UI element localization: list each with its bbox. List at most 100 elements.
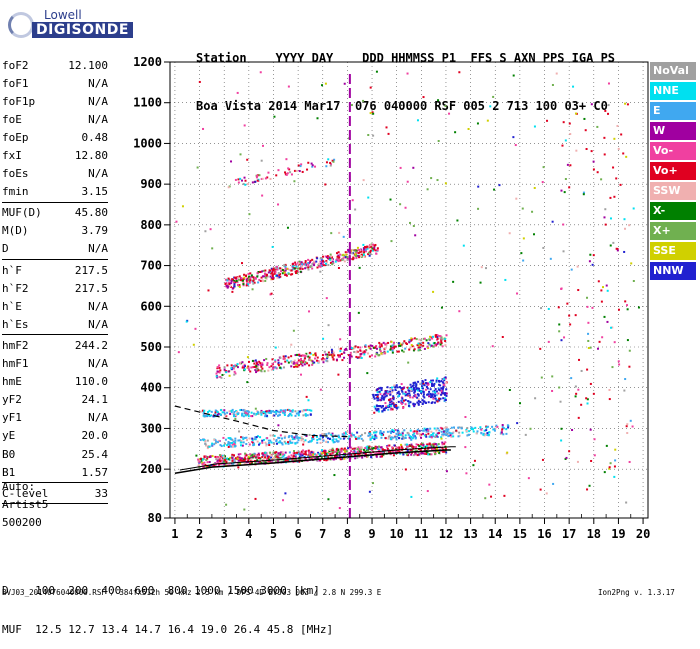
echo-point: [231, 459, 234, 462]
echo-point: [262, 269, 265, 272]
echo-point: [242, 183, 245, 186]
echo-point: [203, 414, 206, 417]
noise-point: [414, 234, 417, 237]
echo-point: [307, 268, 310, 271]
echo-point: [505, 428, 508, 431]
echo-point: [328, 437, 331, 440]
echo-point: [391, 436, 394, 439]
noise-point: [574, 395, 577, 398]
echo-point: [359, 249, 362, 252]
echo-point: [379, 405, 382, 408]
noise-point: [286, 226, 289, 229]
echo-point: [356, 350, 359, 353]
echo-point: [409, 396, 412, 399]
echo-point: [293, 459, 296, 462]
echo-point: [203, 409, 206, 412]
echo-point: [225, 460, 228, 463]
noise-point: [593, 454, 596, 457]
echo-point: [267, 271, 270, 274]
echo-point: [308, 351, 311, 354]
echo-point: [289, 441, 292, 444]
noise-point: [430, 177, 433, 180]
echo-point: [257, 270, 260, 273]
echo-point: [274, 456, 277, 459]
echo-point: [394, 388, 397, 391]
echo-point: [300, 265, 303, 268]
noise-point: [626, 432, 629, 435]
noise-point: [337, 267, 340, 270]
echo-point: [357, 346, 360, 349]
noise-point: [512, 136, 515, 139]
echo-point: [340, 353, 343, 356]
echo-point: [343, 452, 346, 455]
echo-point: [262, 453, 265, 456]
echo-point: [408, 436, 411, 439]
echo-point: [275, 265, 278, 268]
echo-point: [439, 337, 442, 340]
echo-point: [283, 366, 286, 369]
echo-point: [243, 273, 246, 276]
echo-point: [440, 393, 443, 396]
noise-point: [589, 428, 592, 431]
echo-point: [433, 448, 436, 451]
echo-point: [333, 441, 336, 444]
noise-point: [551, 375, 554, 378]
tick-label-y: 500: [140, 340, 162, 354]
echo-point: [270, 365, 273, 368]
echo-point: [299, 165, 302, 168]
echo-point: [280, 362, 283, 365]
echo-point: [332, 358, 335, 361]
echo-point: [247, 413, 250, 416]
param-name: fmin: [2, 185, 29, 199]
echo-point: [290, 269, 293, 272]
echo-point: [199, 439, 202, 442]
echo-point: [342, 454, 345, 457]
echo-point: [338, 256, 341, 259]
echo-point: [427, 429, 430, 432]
echo-point: [298, 458, 301, 461]
param-value: 3.79: [81, 224, 109, 238]
echo-point: [452, 426, 455, 429]
echo-point: [278, 274, 281, 277]
echo-point: [281, 272, 284, 275]
echo-point: [351, 248, 354, 251]
echo-point: [316, 257, 319, 260]
echo-point: [251, 415, 254, 418]
echo-point: [301, 354, 304, 357]
echo-point: [400, 402, 403, 405]
noise-point: [564, 457, 567, 460]
echo-point: [233, 415, 236, 418]
auto-artist: Artist5: [2, 498, 49, 511]
echo-point: [385, 344, 388, 347]
noise-point: [613, 475, 616, 478]
scaled-parameters-panel: foF2 12.100 foF1 N/A foF1p N/A foE N/A foEp 0.48 f…: [2, 56, 108, 505]
echo-point: [347, 437, 350, 440]
echo-point: [263, 370, 266, 373]
echo-point: [329, 253, 332, 256]
echo-point: [218, 366, 221, 369]
echo-point: [375, 345, 378, 348]
echo-point: [340, 447, 343, 450]
echo-point: [433, 391, 436, 394]
echo-point: [246, 366, 249, 369]
echo-point: [307, 454, 310, 457]
echo-point: [401, 390, 404, 393]
echo-point: [444, 447, 447, 450]
echo-point: [296, 460, 299, 463]
param-value: 24.1: [81, 393, 109, 407]
echo-point: [282, 411, 285, 414]
echo-point: [276, 268, 279, 271]
echo-point: [261, 441, 264, 444]
echo-point: [428, 338, 431, 341]
noise-point: [244, 452, 247, 455]
noise-point: [626, 423, 629, 426]
echo-point: [389, 345, 392, 348]
echo-point: [265, 458, 268, 461]
noise-point: [445, 470, 448, 473]
noise-point: [270, 292, 273, 295]
echo-point: [279, 451, 282, 454]
echo-point: [242, 438, 245, 441]
legend-item-vo-: Vo+: [650, 162, 696, 180]
noise-point: [563, 191, 566, 194]
echo-point: [261, 270, 264, 273]
